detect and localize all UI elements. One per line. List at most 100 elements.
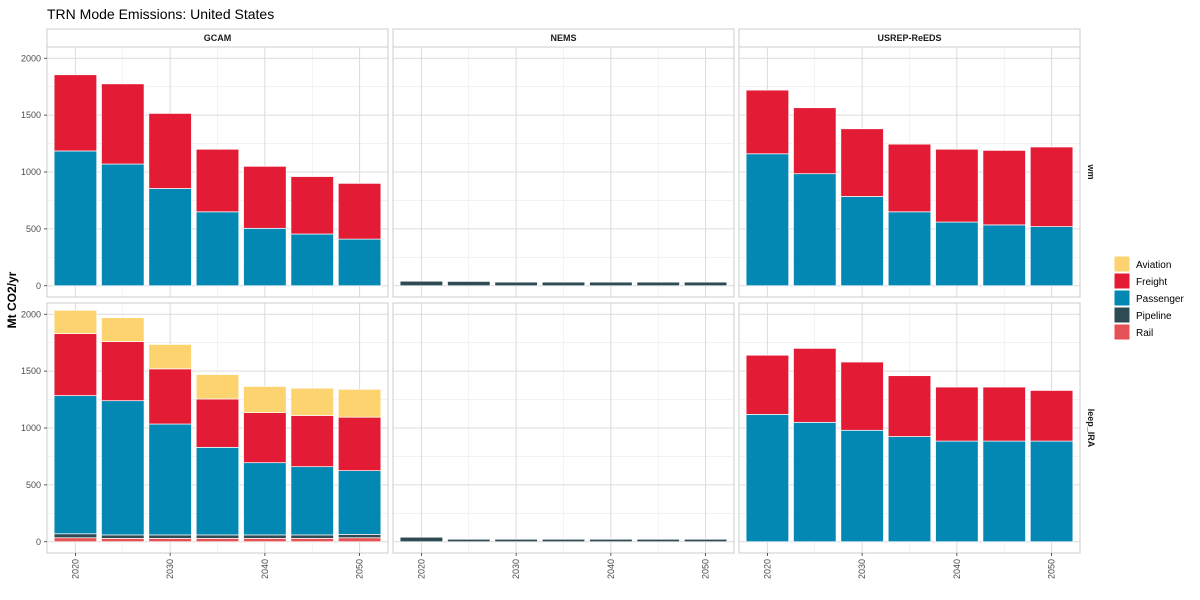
bar-passenger-2020 [745, 153, 790, 287]
legend-swatch-passenger [1113, 289, 1131, 307]
bar-freight-2045 [290, 176, 334, 235]
bar-freight-2020 [745, 89, 790, 155]
bar-pipeline-2025 [447, 538, 491, 543]
x-tick-label: 2030 [511, 559, 521, 579]
x-tick-label: 2050 [701, 559, 711, 579]
x-tick-label: 2040 [260, 559, 270, 579]
panel-nems-wm [392, 46, 735, 298]
x-tick-label: 2040 [606, 559, 616, 579]
bar-rail-2040 [243, 537, 287, 543]
bar-aviation-2045 [290, 387, 334, 416]
bar-freight-2040 [243, 165, 287, 229]
bar-passenger-2030 [148, 188, 192, 287]
strip-label-gcam: GCAM [204, 33, 232, 43]
bar-rail-2030 [148, 537, 192, 543]
legend-label-passenger: Passenger [1136, 294, 1184, 305]
x-tick-label: 2020 [416, 559, 426, 579]
bar-pipeline-2045 [636, 538, 680, 543]
bar-passenger-2020 [53, 395, 98, 535]
y-tick-label: 0 [36, 537, 41, 547]
bar-freight-2030 [148, 368, 192, 425]
x-tick-label: 2020 [70, 559, 80, 579]
x-tick-label: 2040 [952, 559, 962, 579]
bar-pipeline-2035 [195, 534, 240, 539]
bar-passenger-2020 [745, 414, 790, 543]
bar-freight-2045 [290, 415, 334, 468]
bar-passenger-2030 [840, 429, 884, 543]
panel-usrep-reeds-wm [738, 46, 1081, 298]
bar-pipeline-2025 [447, 281, 491, 287]
bar-pipeline-2040 [589, 538, 633, 543]
bar-pipeline-2020 [399, 280, 444, 287]
panel-border [392, 46, 735, 298]
bar-passenger-2040 [243, 462, 287, 536]
bar-freight-2035 [887, 143, 932, 213]
bar-passenger-2030 [148, 423, 192, 536]
bar-freight-2025 [101, 341, 145, 402]
panel-usrep-reeds-leep-ira [738, 302, 1081, 554]
panel-border [392, 302, 735, 554]
bar-pipeline-2020 [53, 533, 98, 539]
bar-aviation-2040 [243, 386, 287, 413]
bar-passenger-2035 [195, 211, 240, 287]
bar-pipeline-2045 [636, 281, 680, 287]
chart-title: TRN Mode Emissions: United States [47, 6, 274, 22]
y-tick-label: 500 [26, 480, 41, 490]
bar-aviation-2020 [53, 309, 98, 334]
legend-swatch-freight [1113, 272, 1131, 290]
bar-passenger-2045 [290, 466, 334, 536]
bar-passenger-2020 [53, 150, 98, 287]
strip-label-wm: wm [1086, 163, 1096, 179]
bar-passenger-2025 [793, 173, 837, 287]
panel-border [738, 46, 1081, 298]
x-tick-label: 2030 [165, 559, 175, 579]
bar-freight-2025 [793, 348, 837, 423]
bar-passenger-2040 [243, 227, 287, 287]
y-axis-title: Mt CO2/yr [5, 271, 19, 328]
bar-passenger-2045 [982, 224, 1026, 287]
bar-rail-2050 [337, 537, 382, 543]
bar-freight-2050 [337, 183, 382, 240]
bar-pipeline-2035 [541, 538, 586, 543]
panels-layer: GCAM NEMS USREP-ReEDS wm leep_IRA 0 500 1000 150… [21, 28, 1098, 579]
bar-passenger-2040 [935, 440, 979, 543]
y-tick-label: 1500 [21, 366, 41, 376]
bar-freight-2025 [793, 107, 837, 175]
bar-freight-2030 [840, 128, 884, 197]
bar-freight-2030 [148, 113, 192, 189]
bar-passenger-2035 [887, 211, 932, 287]
bar-freight-2025 [101, 83, 145, 165]
bar-passenger-2035 [887, 436, 932, 543]
bar-aviation-2035 [195, 374, 240, 400]
y-tick-label: 500 [26, 224, 41, 234]
strip-label-leep-ira: leep_IRA [1086, 409, 1096, 448]
bar-freight-2040 [935, 148, 979, 223]
y-tick-label: 0 [36, 281, 41, 291]
bar-passenger-2050 [1029, 226, 1074, 287]
legend-swatch-rail [1113, 323, 1131, 341]
bar-pipeline-2030 [494, 538, 538, 543]
bar-pipeline-2020 [399, 536, 444, 543]
bar-aviation-2025 [101, 317, 145, 342]
bar-passenger-2050 [337, 238, 382, 287]
y-tick-label: 1000 [21, 167, 41, 177]
panel-gcam-wm [46, 46, 389, 298]
bar-freight-2020 [745, 354, 790, 415]
bar-pipeline-2040 [243, 534, 287, 539]
legend-swatch-pipeline [1113, 306, 1131, 324]
panel-gcam-leep-ira [46, 302, 389, 554]
y-tick-label: 1500 [21, 110, 41, 120]
y-tick-label: 2000 [21, 309, 41, 319]
bar-freight-2050 [1029, 390, 1074, 442]
bar-aviation-2030 [148, 344, 192, 370]
strip-label-usrep-reeds: USREP-ReEDS [877, 33, 941, 43]
bar-pipeline-2035 [541, 281, 586, 287]
strip-label-nems: NEMS [550, 33, 576, 43]
y-tick-label: 2000 [21, 53, 41, 63]
bar-freight-2020 [53, 333, 98, 396]
x-tick-label: 2020 [762, 559, 772, 579]
bar-pipeline-2050 [683, 281, 728, 287]
legend-label-freight: Freight [1136, 277, 1167, 288]
bar-pipeline-2025 [101, 534, 145, 539]
